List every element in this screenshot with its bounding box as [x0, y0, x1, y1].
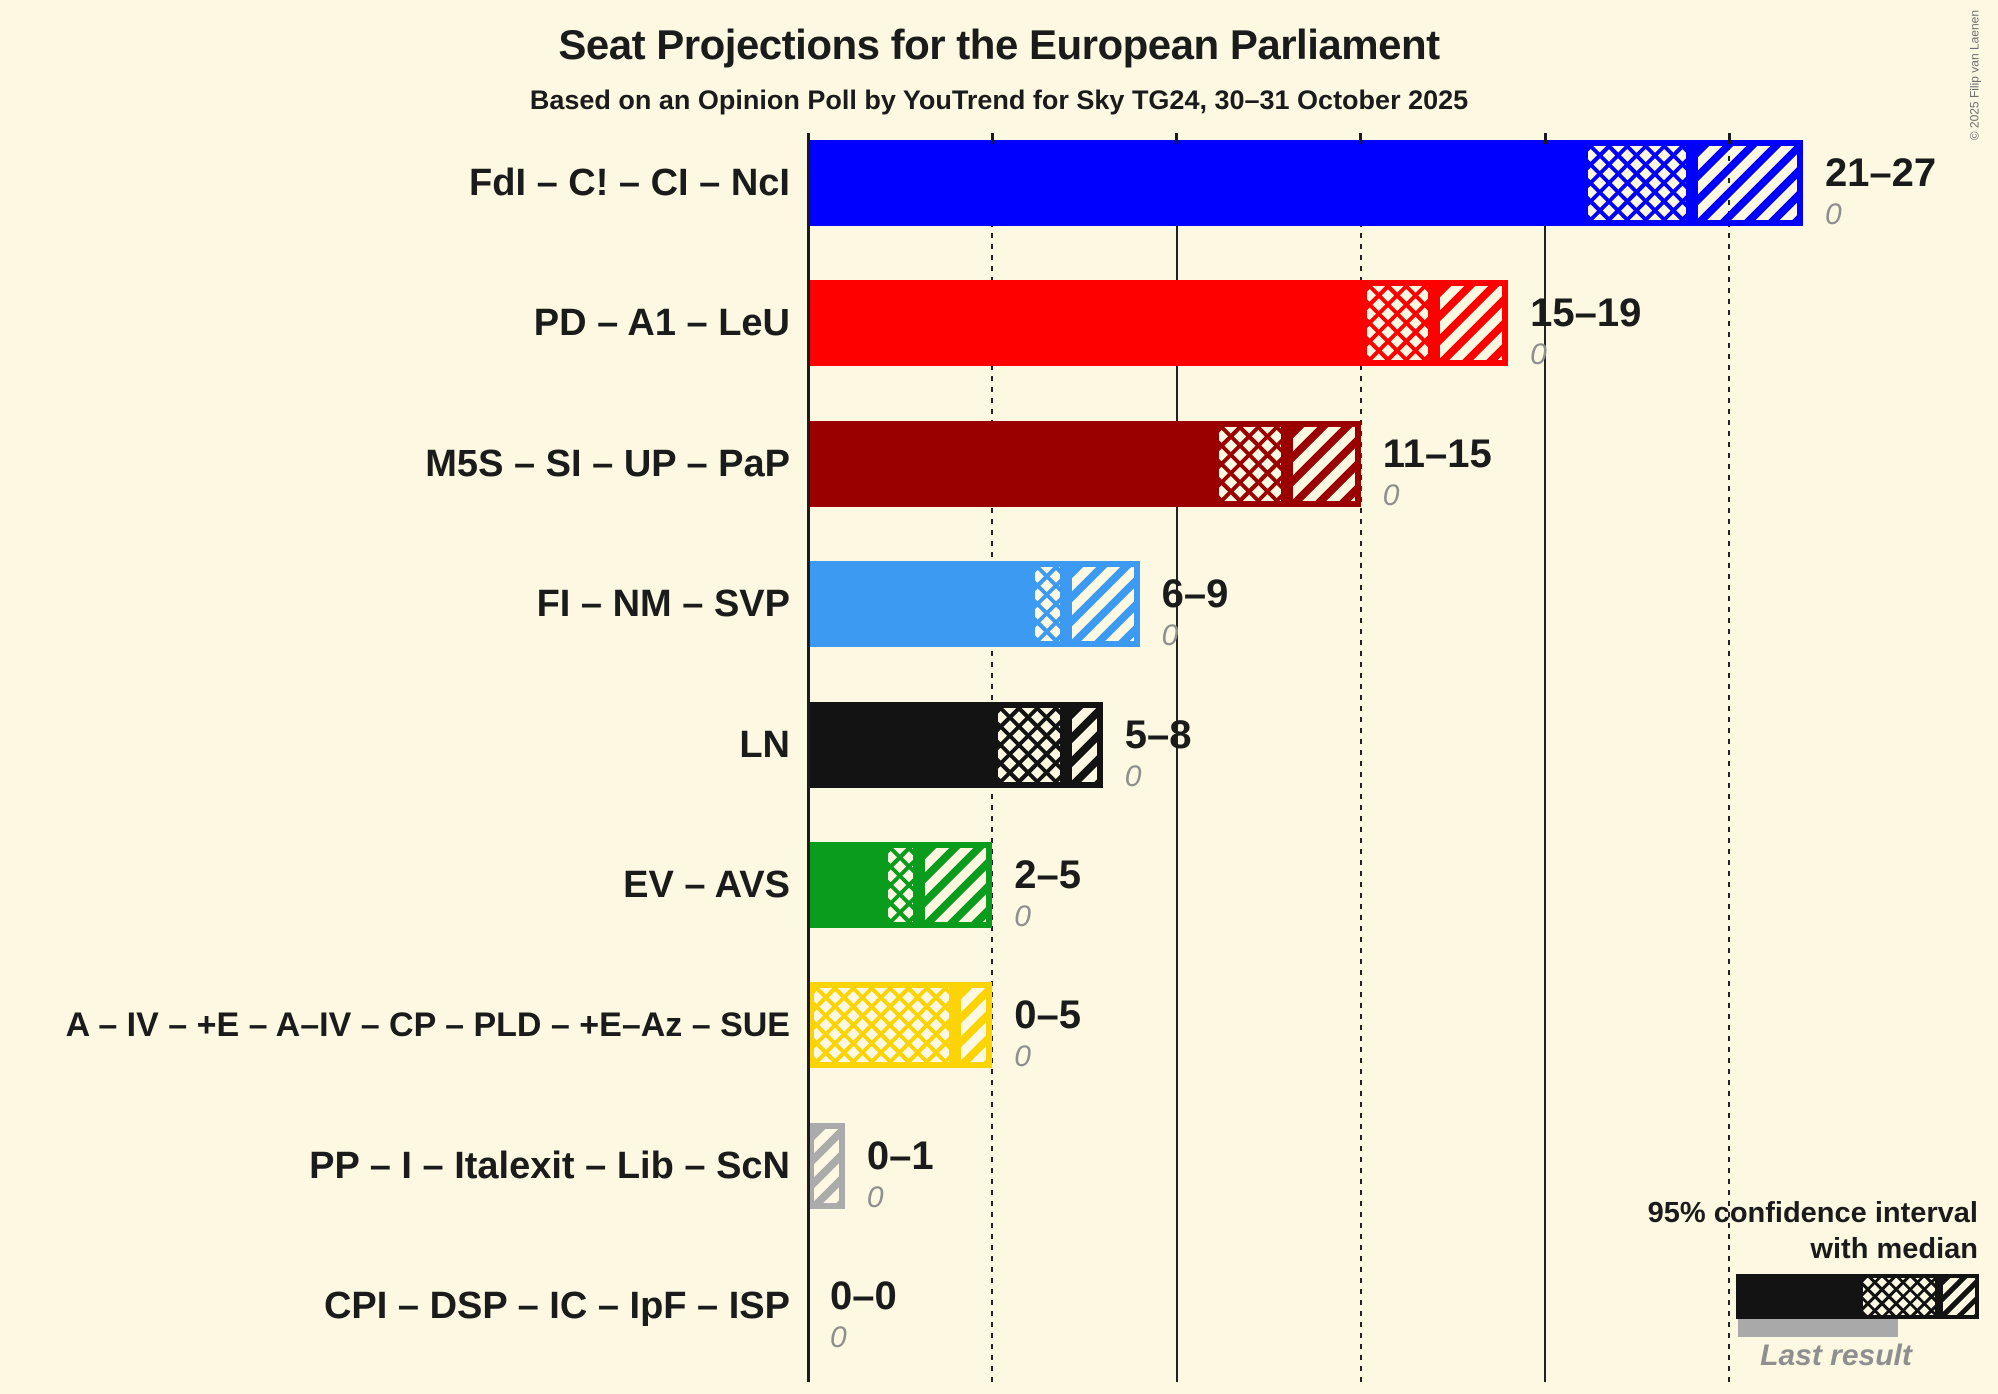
value-block: 6–9 0	[1162, 572, 1229, 653]
ci-range-label: 0–1	[866, 1133, 934, 1178]
last-result-value: 0	[1014, 1040, 1031, 1074]
gridline-15-seats	[1359, 134, 1362, 1382]
axis-tick-25-seats	[1727, 133, 1731, 144]
gridline-10-seats	[1175, 134, 1178, 1382]
ci-range-label: 15–19	[1530, 291, 1642, 336]
copyright-notice: © 2025 Filip van Laenen	[1967, 10, 1981, 141]
bar-solid-segment	[808, 561, 1030, 648]
legend-sample-solid-segment	[1736, 1274, 1859, 1319]
gridline-25-seats	[1728, 134, 1731, 1382]
axis-tick-15-seats	[1359, 133, 1363, 144]
party-label: PP – I – Italexit – Lib – ScN	[309, 1144, 790, 1187]
bar-solid-segment	[808, 140, 1582, 226]
ci-range-label: 2–5	[1014, 853, 1081, 897]
party-label: A – IV – +E – A–IV – CP – PLD – +E–Az – …	[65, 1006, 790, 1045]
bar-solid-segment	[808, 420, 1214, 507]
bar-diagonal-segment	[1434, 280, 1509, 367]
bar-crosshatch-segment	[992, 701, 1066, 788]
bar-crosshatch-segment	[881, 842, 919, 928]
last-result-value: 0	[1530, 338, 1547, 372]
value-block: 2–5 0	[1014, 853, 1081, 934]
bar-crosshatch-segment	[1360, 280, 1435, 367]
bar-diagonal-segment	[1065, 561, 1140, 648]
legend-sample-diagonal-segment	[1939, 1274, 1979, 1319]
ci-range-label: 5–8	[1124, 712, 1192, 757]
legend-sample-crosshatch-segment	[1859, 1274, 1939, 1319]
bar-solid-segment	[808, 842, 882, 928]
legend-sample-bar	[1736, 1274, 1979, 1319]
axis-tick-20-seats	[1543, 133, 1547, 144]
bar-crosshatch-segment	[1581, 140, 1693, 226]
value-block: 0–5 0	[1014, 993, 1081, 1074]
last-result-value: 0	[830, 1321, 847, 1355]
last-result-value: 0	[1161, 619, 1179, 653]
gridline-20-seats	[1544, 134, 1546, 1382]
last-result-value: 0	[1124, 759, 1142, 793]
ci-range-label: 11–15	[1382, 431, 1492, 476]
value-block: 5–8 0	[1125, 713, 1192, 794]
party-label: EV – AVS	[623, 864, 790, 906]
bar-crosshatch-segment	[1213, 420, 1288, 507]
legend-ci-label-line2: with median	[1810, 1233, 1978, 1265]
last-result-value: 0	[866, 1180, 884, 1214]
legend-last-result-bar	[1738, 1319, 1898, 1337]
page-title: Seat Projections for the European Parlia…	[558, 21, 1440, 68]
bar-diagonal-segment	[1065, 701, 1103, 788]
bar-diagonal-segment	[808, 1122, 845, 1209]
value-block: 0–0 0	[830, 1274, 897, 1355]
ci-range-label: 0–5	[1014, 993, 1081, 1038]
party-label: FI – NM – SVP	[536, 583, 790, 626]
bar-diagonal-segment	[955, 982, 993, 1069]
last-result-value: 0	[1824, 198, 1842, 231]
legend-last-result-label: Last result	[1760, 1339, 1912, 1372]
value-block: 0–1 0	[867, 1134, 934, 1215]
party-label: PD – A1 – LeU	[533, 302, 790, 345]
bar-crosshatch-segment	[808, 982, 956, 1069]
last-result-value: 0	[1014, 900, 1031, 933]
bar-solid-segment	[808, 701, 993, 788]
axis-tick-10-seats	[1175, 133, 1178, 144]
last-result-value: 0	[1382, 478, 1400, 512]
value-block: 11–15 0	[1383, 432, 1492, 513]
party-label: CPI – DSP – IC – IpF – ISP	[323, 1285, 790, 1328]
ci-range-label: 0–0	[830, 1274, 897, 1319]
value-block: 21–27 0	[1825, 151, 1936, 232]
page-subtitle: Based on an Opinion Poll by YouTrend for…	[529, 85, 1469, 115]
party-label: M5S – SI – UP – PaP	[425, 442, 790, 485]
bar-diagonal-segment	[1287, 420, 1361, 507]
bar-solid-segment	[808, 280, 1361, 367]
ci-range-label: 21–27	[1824, 151, 1937, 195]
legend-ci-label-line1: 95% confidence interval	[1647, 1197, 1978, 1229]
ci-range-label: 6–9	[1161, 572, 1229, 617]
bar-diagonal-segment	[1692, 140, 1803, 226]
party-label: FdI – C! – CI – NcI	[469, 162, 790, 204]
value-block: 15–19 0	[1530, 291, 1641, 372]
bar-crosshatch-segment	[1029, 561, 1066, 648]
bar-diagonal-segment	[918, 842, 993, 928]
party-label: LN	[739, 723, 790, 766]
y-axis-line	[806, 133, 810, 1382]
axis-tick-5-seats	[990, 133, 994, 144]
